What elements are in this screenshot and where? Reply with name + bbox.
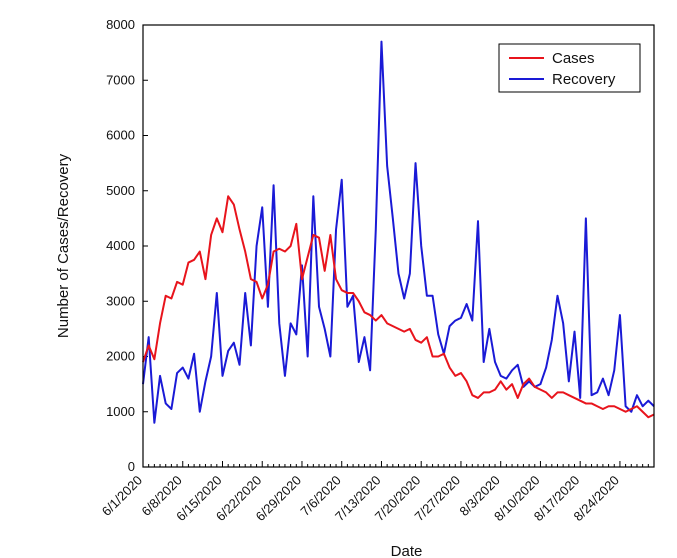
legend-label-cases: Cases [552, 50, 595, 67]
series-lines [142, 40, 655, 424]
y-tick-label: 5000 [106, 183, 135, 198]
plot-frame [142, 24, 655, 468]
x-axis-ticks: 6/1/20206/8/20206/15/20206/22/20206/29/2… [99, 461, 655, 524]
legend-box [498, 43, 641, 93]
y-tick-label: 3000 [106, 293, 135, 308]
x-axis-title: Date [391, 543, 423, 558]
y-tick-label: 6000 [106, 128, 135, 143]
series-line-cases [142, 195, 655, 419]
y-tick-label: 4000 [106, 238, 135, 253]
y-tick-label: 1000 [106, 404, 135, 419]
x-tick-label: 6/1/2020 [99, 473, 145, 519]
y-axis-ticks: 0 1000 2000 3000 4000 5000 6000 7000 8000 [106, 17, 148, 474]
y-tick-label: 7000 [106, 72, 135, 87]
y-axis-title: Number of Cases/Recovery [55, 153, 72, 338]
y-tick-label: 0 [128, 459, 135, 474]
y-tick-label: 8000 [106, 17, 135, 32]
legend-label-recovery: Recovery [552, 71, 616, 88]
legend: Cases Recovery [498, 43, 641, 93]
series-line-recovery [142, 40, 655, 424]
y-tick-label: 2000 [106, 349, 135, 364]
